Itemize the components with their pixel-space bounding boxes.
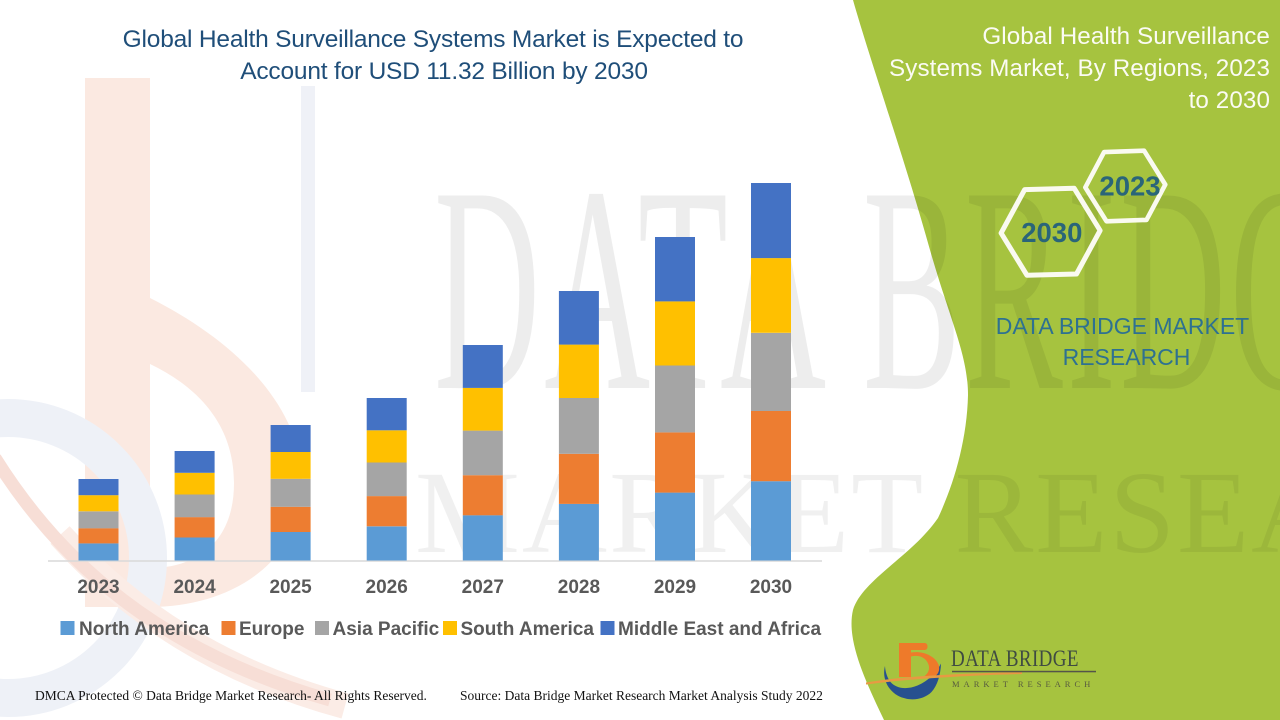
svg-text:2028: 2028 [558, 577, 600, 598]
svg-text:MARKET RESEARCH: MARKET RESEARCH [952, 679, 1094, 689]
svg-text:MARKET RESEARCH: MARKET RESEARCH [415, 447, 1280, 578]
svg-text:Europe: Europe [239, 619, 304, 640]
svg-text:2030: 2030 [1021, 217, 1082, 248]
svg-text:Account for USD 11.32 Billion: Account for USD 11.32 Billion by 2030 [240, 58, 648, 85]
svg-text:to 2030: to 2030 [1189, 87, 1270, 114]
svg-text:RESEARCH: RESEARCH [1063, 344, 1191, 370]
svg-text:South America: South America [461, 619, 595, 640]
svg-text:DMCA Protected © Data Bridge M: DMCA Protected © Data Bridge Market Rese… [35, 688, 427, 703]
svg-text:2026: 2026 [366, 577, 408, 598]
svg-text:2030: 2030 [750, 577, 792, 598]
svg-text:2027: 2027 [462, 577, 504, 598]
svg-text:2029: 2029 [654, 577, 696, 598]
svg-text:Systems Market, By Regions, 20: Systems Market, By Regions, 2023 [889, 55, 1270, 82]
svg-text:DATA BRIDGE: DATA BRIDGE [951, 645, 1079, 671]
svg-text:Global Health Surveillance Sys: Global Health Surveillance Systems Marke… [123, 26, 744, 53]
svg-text:Middle East and Africa: Middle East and Africa [618, 619, 821, 640]
svg-text:Source: Data Bridge Market Res: Source: Data Bridge Market Research Mark… [460, 688, 823, 703]
svg-text:North America: North America [79, 619, 210, 640]
svg-text:2023: 2023 [1099, 171, 1160, 202]
svg-text:2023: 2023 [77, 577, 119, 598]
svg-text:Asia Pacific: Asia Pacific [333, 619, 440, 640]
svg-text:2024: 2024 [173, 577, 216, 598]
svg-text:Global Health Surveillance: Global Health Surveillance [982, 23, 1270, 50]
svg-text:2025: 2025 [269, 577, 312, 598]
svg-text:DATA BRIDGE MARKET: DATA BRIDGE MARKET [996, 313, 1249, 339]
